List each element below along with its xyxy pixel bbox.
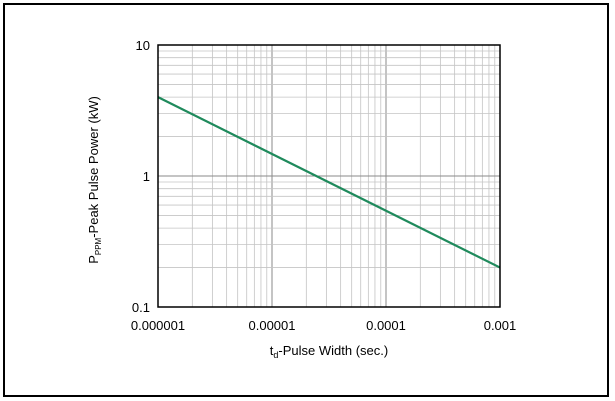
- grid-lines: [157, 45, 500, 308]
- y-axis-label: PPPM-Peak Pulse Power (kW): [86, 96, 103, 264]
- x-tick-label: 0.00001: [249, 318, 296, 333]
- x-axis-label: td-Pulse Width (sec.): [270, 343, 388, 360]
- y-tick-label: 0.1: [132, 300, 150, 315]
- x-axis-label-subscript: d: [273, 350, 278, 360]
- x-tick-label: 0.001: [484, 318, 517, 333]
- y-axis-label-main: P: [86, 255, 101, 264]
- y-tick-label: 10: [136, 38, 150, 53]
- y-axis-label-rest: -Peak Pulse Power (kW): [86, 96, 101, 238]
- x-tick-label: 0.0001: [366, 318, 406, 333]
- series-line: [157, 96, 501, 269]
- plot-area-border: [157, 44, 501, 308]
- y-axis-label-subscript: PPM: [94, 237, 103, 255]
- x-axis-label-main: t: [270, 343, 274, 358]
- y-tick-label: 1: [143, 169, 150, 184]
- series-layer: [157, 96, 501, 269]
- tick-labels: 0.000001 0.00001 0.0001 0.001 0.1 1 10: [131, 38, 516, 333]
- x-axis-label-rest: -Pulse Width (sec.): [278, 343, 388, 358]
- x-tick-label: 0.000001: [131, 318, 185, 333]
